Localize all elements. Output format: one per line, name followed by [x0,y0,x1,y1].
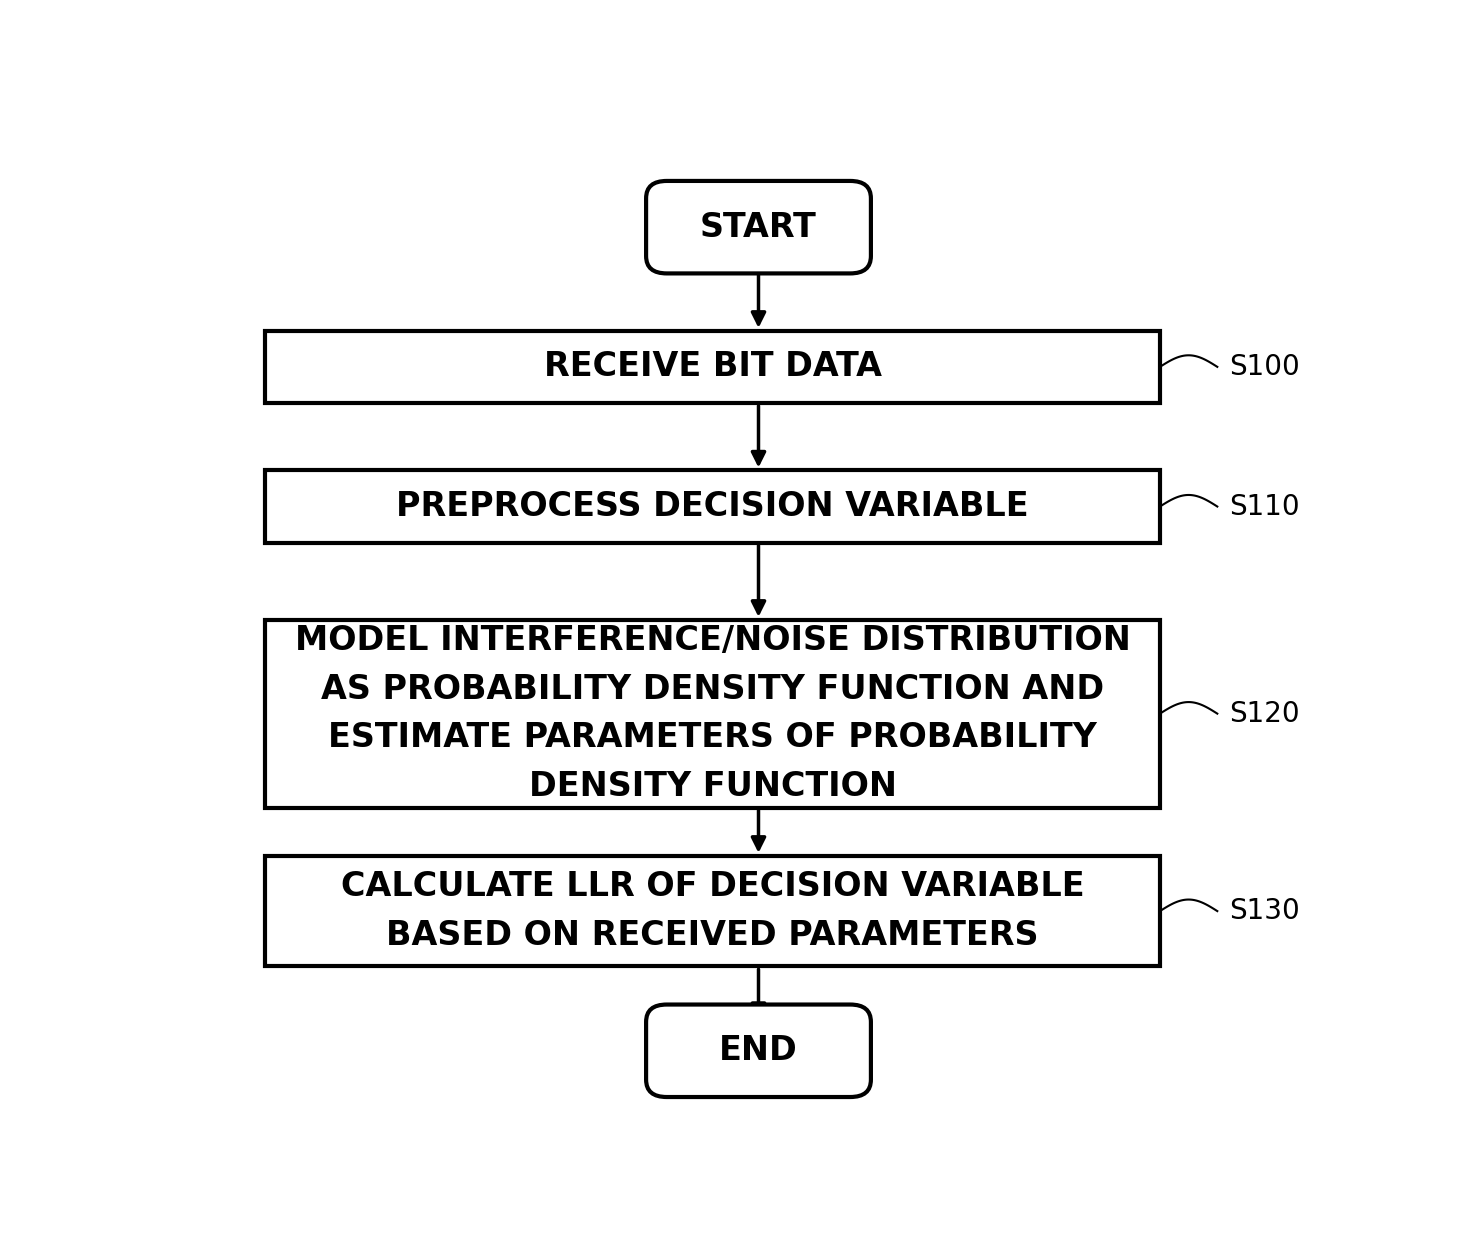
FancyBboxPatch shape [647,181,870,274]
Text: S110: S110 [1228,493,1299,520]
Text: S130: S130 [1228,897,1299,924]
Text: START: START [700,210,817,244]
Bar [265,470,1160,543]
Text: PREPROCESS DECISION VARIABLE: PREPROCESS DECISION VARIABLE [397,490,1029,523]
FancyBboxPatch shape [647,1005,870,1097]
Bar [265,619,1160,808]
Text: END: END [719,1035,798,1067]
Text: CALCULATE LLR OF DECISION VARIABLE
BASED ON RECEIVED PARAMETERS: CALCULATE LLR OF DECISION VARIABLE BASED… [340,871,1085,952]
Text: S120: S120 [1228,699,1299,728]
Bar [265,330,1160,403]
Text: MODEL INTERFERENCE/NOISE DISTRIBUTION
AS PROBABILITY DENSITY FUNCTION AND
ESTIMA: MODEL INTERFERENCE/NOISE DISTRIBUTION AS… [295,624,1131,803]
Bar [265,856,1160,967]
Text: S100: S100 [1228,353,1299,380]
Text: RECEIVE BIT DATA: RECEIVE BIT DATA [543,350,882,383]
